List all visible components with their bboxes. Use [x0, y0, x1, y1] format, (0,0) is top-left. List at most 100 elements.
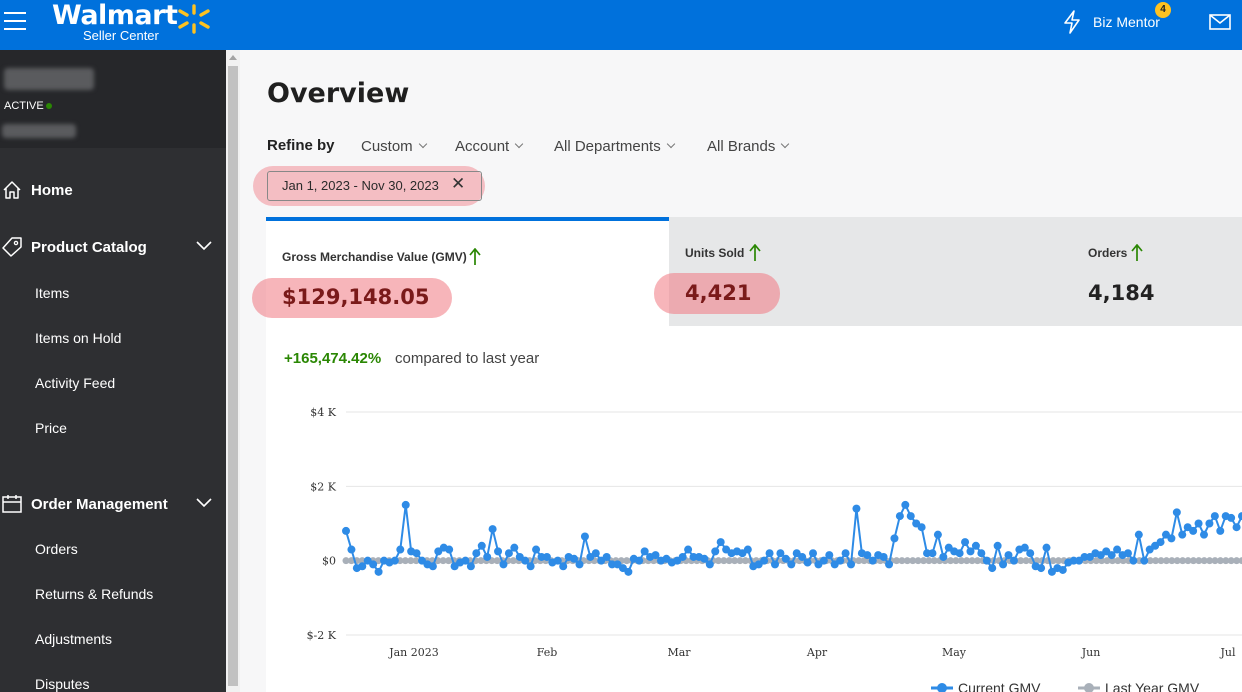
current-gmv-point — [1009, 556, 1018, 565]
chevron-down-icon[interactable] — [196, 241, 212, 251]
metric-value: 4,421 — [685, 281, 752, 305]
sidebar-item-home[interactable]: Home — [0, 176, 226, 206]
last-year-gmv-point — [731, 557, 739, 565]
last-year-gmv-point — [725, 557, 733, 565]
sidebar-item-orders[interactable]: Orders — [35, 541, 78, 557]
last-year-gmv-point — [720, 557, 728, 565]
current-gmv-point — [510, 543, 519, 552]
current-gmv-point — [1189, 526, 1198, 535]
chevron-down-icon[interactable] — [196, 498, 212, 508]
scroll-up-arrow-icon[interactable] — [229, 55, 237, 60]
current-gmv-point — [602, 552, 611, 561]
sidebar-item-adjustments[interactable]: Adjustments — [35, 631, 113, 647]
metric-value: 4,184 — [1088, 281, 1155, 305]
legend-last-year-gmv-label: Last Year GMV — [1105, 680, 1200, 692]
sidebar-item-disputes[interactable]: Disputes — [35, 676, 90, 692]
current-gmv-point — [760, 556, 769, 565]
current-gmv-point — [999, 560, 1008, 569]
current-gmv-point — [1232, 523, 1241, 532]
scrollbar-thumb[interactable] — [228, 66, 238, 686]
last-year-gmv-point — [1152, 557, 1160, 565]
current-gmv-point — [770, 560, 779, 569]
current-gmv-point — [1172, 508, 1181, 517]
current-gmv-point — [553, 556, 562, 565]
last-year-gmv-point — [1092, 557, 1100, 565]
hamburger-menu-icon[interactable] — [4, 10, 28, 32]
current-gmv-point — [1238, 512, 1242, 521]
last-year-gmv-point — [1022, 557, 1030, 565]
last-year-gmv-point — [909, 557, 917, 565]
current-gmv-point — [684, 545, 693, 554]
sidebar-item-items[interactable]: Items — [35, 285, 70, 301]
filter-account[interactable]: Account — [455, 138, 524, 155]
current-gmv-point — [559, 562, 568, 571]
current-gmv-point — [526, 562, 535, 571]
last-year-gmv-point — [1146, 557, 1154, 565]
current-gmv-point — [1216, 526, 1225, 535]
last-year-gmv-point — [477, 557, 485, 565]
metric-card-orders[interactable]: Orders 4,184 — [1072, 217, 1242, 326]
current-gmv-point — [847, 560, 856, 569]
last-year-gmv-point — [1206, 557, 1214, 565]
home-icon — [3, 181, 21, 199]
metric-label: Units Sold — [685, 246, 745, 260]
filter-departments[interactable]: All Departments — [554, 138, 675, 155]
last-year-gmv-point — [412, 557, 420, 565]
sidebar-item-activity-feed[interactable]: Activity Feed — [35, 375, 116, 391]
account-panel[interactable]: ACTIVE — [0, 50, 226, 148]
metric-card-units-sold[interactable]: Units Sold 4,421 — [654, 217, 1073, 326]
filter-custom[interactable]: Custom — [361, 138, 427, 155]
sidebar-item-items-on-hold[interactable]: Items on Hold — [35, 330, 122, 346]
metric-label: Gross Merchandise Value (GMV) — [282, 250, 467, 264]
last-year-gmv-point — [509, 557, 517, 565]
metric-label: Orders — [1088, 246, 1128, 260]
x-tick-label: May — [942, 646, 967, 659]
current-gmv-point — [863, 551, 872, 560]
account-status-label: ACTIVE — [4, 100, 44, 112]
filter-brands[interactable]: All Brands — [707, 138, 790, 155]
current-gmv-point — [955, 549, 964, 558]
current-gmv-point — [412, 549, 421, 558]
last-year-gmv-point — [342, 557, 350, 565]
current-gmv-point — [1199, 530, 1208, 539]
current-gmv-point — [868, 556, 877, 565]
current-gmv-point — [488, 525, 497, 534]
last-year-gmv-point — [1103, 557, 1111, 565]
y-tick-label: $4 K — [310, 406, 336, 419]
current-gmv-point — [635, 556, 644, 565]
date-range-chip[interactable] — [267, 171, 482, 201]
value-highlight — [252, 278, 452, 318]
current-gmv-point — [1227, 513, 1236, 522]
current-gmv-point — [1042, 543, 1051, 552]
close-icon[interactable]: ✕ — [451, 174, 466, 193]
current-gmv-point — [640, 547, 649, 556]
current-gmv-point — [542, 552, 551, 561]
sidebar-item-price[interactable]: Price — [35, 420, 67, 436]
current-gmv-point — [1210, 512, 1219, 521]
current-gmv-point — [494, 547, 503, 556]
gmv-line-chart: $4 K $2 K $0 $-2 K Jan 2023 Feb Mar Apr May Jun Ju… — [307, 406, 1242, 692]
last-year-gmv-point — [1222, 557, 1230, 565]
lightning-bolt-icon[interactable] — [1062, 10, 1082, 34]
sidebar-item-product-catalog[interactable]: Product Catalog — [0, 233, 226, 263]
sidebar-scrollbar[interactable] — [226, 50, 240, 692]
metric-card-gmv[interactable]: Gross Merchandise Value (GMV) $129,148.0… — [252, 217, 670, 327]
current-gmv-point — [988, 564, 997, 573]
sidebar-item-order-management[interactable]: Order Management — [0, 490, 226, 520]
current-gmv-point — [1004, 551, 1013, 560]
current-gmv-point — [580, 532, 589, 541]
sidebar-item-returns-refunds[interactable]: Returns & Refunds — [35, 586, 154, 602]
last-year-gmv-point — [445, 557, 453, 565]
date-chip-highlight — [253, 166, 485, 206]
mail-icon[interactable] — [1208, 12, 1232, 32]
current-gmv-point — [570, 554, 579, 563]
current-gmv-point — [836, 556, 845, 565]
last-year-gmv-point — [714, 557, 722, 565]
current-gmv-point — [499, 560, 508, 569]
refine-by-label: Refine by — [267, 137, 335, 154]
legend-current-gmv-label: Current GMV — [958, 680, 1041, 692]
biz-mentor-link[interactable]: Biz Mentor — [1093, 14, 1160, 30]
current-gmv-point — [1107, 551, 1116, 560]
chevron-down-icon — [418, 139, 427, 149]
x-tick-label: Mar — [667, 646, 691, 659]
